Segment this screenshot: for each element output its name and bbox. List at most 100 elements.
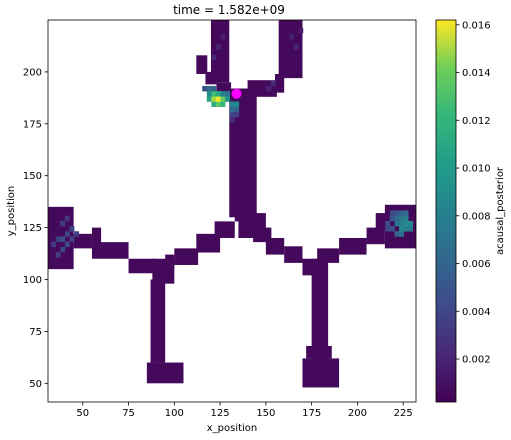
plot-frame (47, 19, 417, 403)
posterior-cell (69, 236, 75, 242)
track-segment (205, 71, 217, 85)
x-tick-label: 175 (302, 408, 321, 419)
posterior-cell (69, 226, 75, 232)
posterior-cell (399, 215, 404, 222)
track-segment (91, 227, 102, 247)
posterior-cell (399, 220, 404, 227)
track-segment (150, 279, 166, 363)
posterior-cell (206, 85, 212, 92)
posterior-cell (211, 85, 217, 92)
posterior-cell (234, 111, 240, 118)
posterior-cell (211, 101, 217, 107)
track-segment (275, 73, 285, 93)
posterior-cell (215, 96, 221, 102)
y-tick-label: 175 (23, 119, 42, 130)
x-tick-label: 50 (76, 408, 89, 419)
posterior-cell (55, 252, 61, 258)
track-segment (196, 233, 221, 253)
posterior-cell (211, 91, 217, 97)
colorbar (435, 19, 457, 403)
posterior-cell (215, 91, 221, 97)
colorbar-tick-label: 0.016 (462, 20, 491, 31)
posterior-cell (403, 226, 409, 232)
posterior-cell (220, 91, 226, 97)
posterior-cell (229, 111, 235, 118)
colorbar-tick-label: 0.010 (462, 164, 491, 175)
posterior-cell (55, 236, 61, 242)
posterior-cell (399, 210, 404, 216)
colorbar-tick-label: 0.014 (462, 68, 491, 79)
track-segment (128, 258, 157, 274)
colorbar-tick-label: 0.012 (462, 116, 491, 127)
posterior-cell (60, 246, 66, 253)
x-tick-label: 150 (256, 408, 275, 419)
posterior-cell (215, 44, 221, 50)
y-tick-label: 200 (23, 67, 42, 78)
posterior-cell (403, 210, 409, 216)
posterior-cell (229, 101, 235, 107)
posterior-cell (403, 220, 409, 227)
x-tick-label: 125 (211, 408, 230, 419)
posterior-cell (64, 215, 70, 222)
track-segment (302, 358, 340, 388)
posterior-cell (394, 231, 400, 237)
x-tick-label: 225 (394, 408, 413, 419)
colorbar-ticks: 0.002 0.004 0.006 0.008 0.010 0.012 0.014 0.016 (456, 20, 491, 366)
track-segment (278, 20, 303, 79)
y-tick-label: 75 (29, 327, 42, 338)
track-segment (196, 55, 208, 74)
posterior-cell (60, 220, 66, 227)
posterior-cell (408, 220, 414, 227)
posterior-cell (403, 215, 409, 222)
colorbar-tick-label: 0.006 (462, 259, 491, 270)
posterior-cell (234, 101, 240, 107)
posterior-cell (389, 226, 395, 232)
posterior-cell (229, 106, 235, 113)
x-axis-label: x_position (207, 423, 258, 434)
posterior-cell (289, 34, 295, 40)
y-tick-label: 150 (23, 171, 42, 182)
posterior-cell (385, 220, 391, 227)
posterior-cell (51, 241, 57, 248)
posterior-cell (220, 34, 226, 40)
posterior-cell (64, 231, 70, 237)
posterior-cell (225, 96, 231, 102)
position-marker (231, 88, 242, 99)
track-segment (366, 227, 385, 245)
posterior-cell (394, 210, 400, 216)
posterior-cell (298, 27, 304, 34)
posterior-cell (266, 85, 272, 92)
posterior-cell (74, 231, 79, 237)
y-axis-ticks: 50 75 100 125 150 175 200 (23, 67, 48, 390)
chart-title: time = 1.582e+09 (173, 3, 285, 17)
track-segment (238, 92, 252, 108)
plot-area (48, 20, 416, 388)
posterior-cell (225, 91, 231, 97)
posterior-cell (234, 106, 240, 113)
posterior-cell (60, 236, 66, 242)
colorbar-tick-label: 0.008 (462, 211, 491, 222)
posterior-cell (229, 117, 235, 123)
posterior-cell (394, 220, 400, 227)
posterior-cell (215, 101, 221, 107)
x-tick-label: 75 (122, 408, 135, 419)
track-segment (306, 345, 332, 359)
posterior-cell (389, 210, 395, 216)
track-segment (165, 254, 175, 270)
posterior-cell (211, 54, 217, 61)
posterior-cell (389, 215, 395, 222)
y-tick-label: 50 (29, 379, 42, 390)
posterior-cell (220, 101, 226, 107)
y-tick-label: 100 (23, 275, 42, 286)
posterior-cell (385, 226, 391, 232)
y-axis-label: y_position (6, 186, 17, 237)
track-segment (174, 248, 199, 265)
track-segment (146, 362, 184, 384)
y-tick-label: 125 (23, 223, 42, 234)
posterior-cell (399, 231, 404, 237)
track-segment (247, 80, 277, 97)
posterior-cell (394, 215, 400, 222)
posterior-cell (408, 226, 414, 232)
posterior-cell (399, 226, 404, 232)
